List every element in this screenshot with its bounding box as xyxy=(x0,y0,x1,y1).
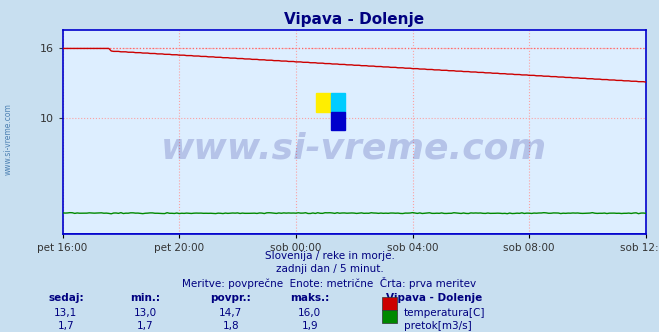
Text: maks.:: maks.: xyxy=(290,293,330,303)
Text: sedaj:: sedaj: xyxy=(48,293,84,303)
Text: www.si-vreme.com: www.si-vreme.com xyxy=(161,131,547,165)
Bar xyxy=(316,93,331,112)
Title: Vipava - Dolenje: Vipava - Dolenje xyxy=(284,12,424,27)
Text: zadnji dan / 5 minut.: zadnji dan / 5 minut. xyxy=(275,264,384,274)
Text: pretok[m3/s]: pretok[m3/s] xyxy=(404,321,472,331)
Text: 13,0: 13,0 xyxy=(133,308,157,318)
Text: 1,7: 1,7 xyxy=(136,321,154,331)
Text: Slovenija / reke in morje.: Slovenija / reke in morje. xyxy=(264,251,395,261)
Text: povpr.:: povpr.: xyxy=(210,293,251,303)
Text: temperatura[C]: temperatura[C] xyxy=(404,308,486,318)
Text: 1,7: 1,7 xyxy=(57,321,74,331)
Text: Meritve: povprečne  Enote: metrične  Črta: prva meritev: Meritve: povprečne Enote: metrične Črta:… xyxy=(183,277,476,289)
Text: min.:: min.: xyxy=(130,293,160,303)
Bar xyxy=(331,93,345,112)
Bar xyxy=(331,112,345,130)
Text: 1,8: 1,8 xyxy=(222,321,239,331)
Text: 16,0: 16,0 xyxy=(298,308,322,318)
Text: 14,7: 14,7 xyxy=(219,308,243,318)
Text: Vipava - Dolenje: Vipava - Dolenje xyxy=(386,293,482,303)
Text: www.si-vreme.com: www.si-vreme.com xyxy=(3,104,13,175)
Text: 13,1: 13,1 xyxy=(54,308,78,318)
Text: 1,9: 1,9 xyxy=(301,321,318,331)
